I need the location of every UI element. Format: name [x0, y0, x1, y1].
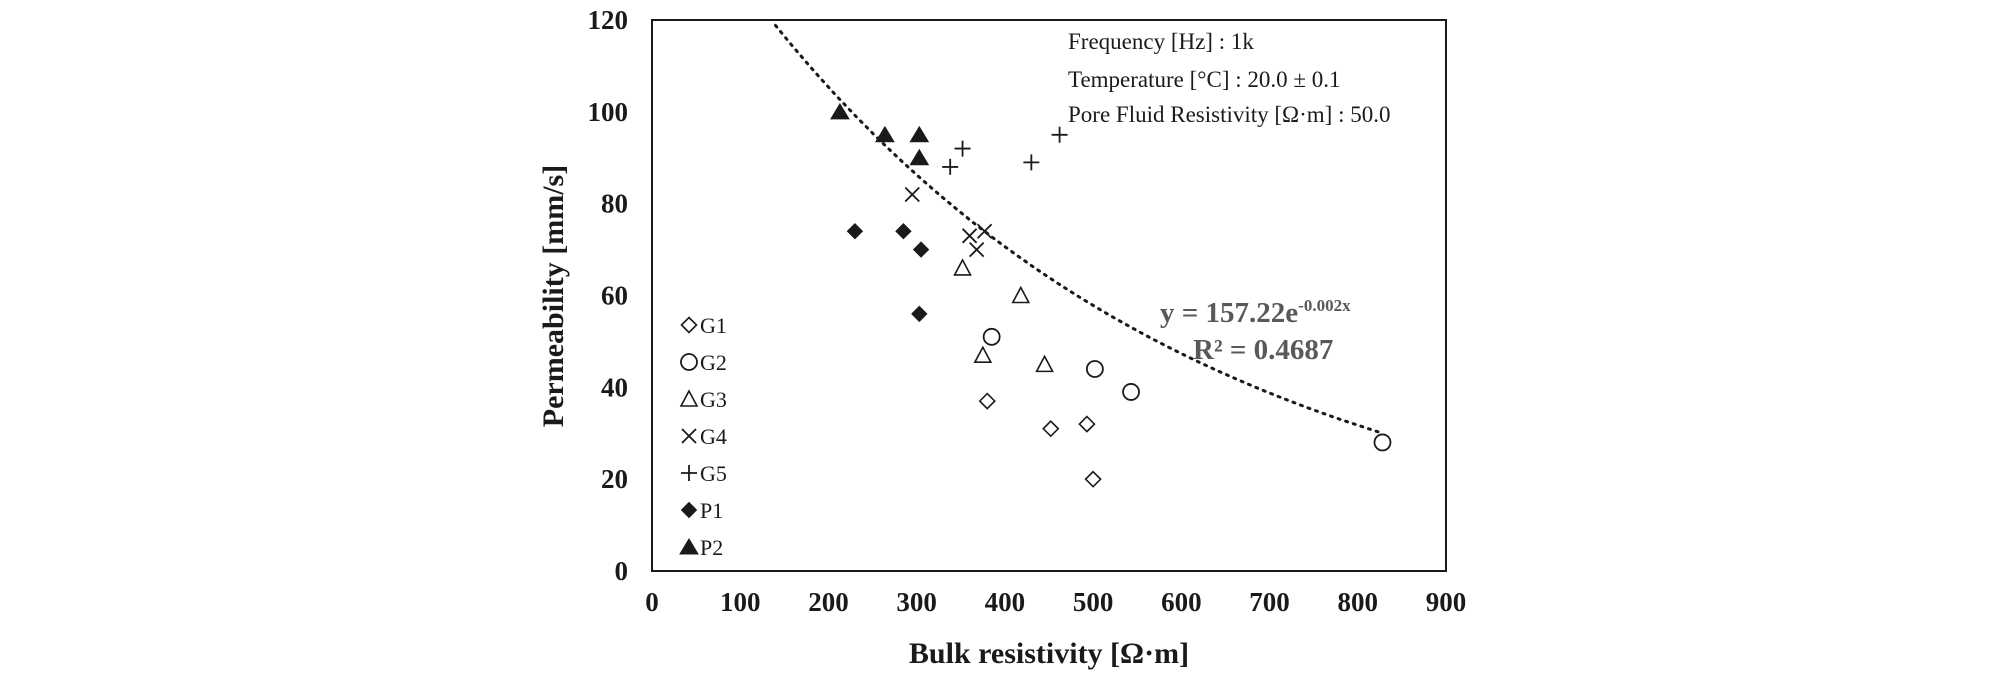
series-p1 [846, 223, 930, 323]
legend-marker [680, 353, 698, 371]
data-point [1122, 383, 1140, 401]
trendline-equation: y = 157.22e-0.002x [1160, 296, 1351, 329]
data-point [904, 186, 920, 203]
y-axis-title: Permeability [mm/s] [537, 165, 570, 427]
data-point [1042, 420, 1060, 438]
trendline-equation-base: y = 157.22e [1160, 297, 1298, 329]
series-g3 [953, 258, 1054, 373]
data-point [953, 258, 972, 276]
legend-label: G5 [700, 461, 727, 486]
data-points [830, 102, 1392, 488]
legend-item: P1 [680, 498, 723, 523]
data-point [1085, 360, 1104, 378]
legend-label: G3 [700, 387, 727, 412]
series-g2 [982, 327, 1392, 452]
data-point [942, 158, 959, 175]
annotation-temperature: Temperature [°C] : 20.0 ± 0.1 [1068, 67, 1341, 92]
data-point [978, 392, 996, 410]
data-point [912, 241, 930, 258]
trendline-r-squared: R² = 0.4687 [1193, 334, 1333, 366]
data-point [982, 327, 1001, 346]
legend-item: G1 [680, 313, 727, 338]
y-tick-label: 0 [615, 556, 629, 586]
data-point [875, 125, 895, 143]
y-tick-label: 100 [588, 97, 629, 127]
legend-marker [681, 428, 697, 444]
legend-marker [681, 465, 697, 481]
data-point [909, 148, 930, 166]
data-point [961, 228, 978, 244]
legend-marker [680, 316, 698, 334]
data-point [973, 345, 993, 363]
legend-label: G1 [700, 313, 727, 338]
legend-item: G2 [680, 350, 727, 375]
x-tick-label: 0 [645, 587, 659, 617]
x-tick-label: 400 [985, 587, 1026, 617]
data-point [909, 125, 930, 143]
data-point [969, 241, 985, 258]
data-point [1051, 126, 1068, 143]
legend-label: P2 [700, 535, 723, 560]
y-tick-label: 40 [601, 372, 628, 402]
data-point [895, 223, 912, 240]
legend-label: G4 [700, 424, 727, 449]
x-axis-title: Bulk resistivity [Ω·m] [909, 637, 1189, 670]
legend-label: G2 [700, 350, 727, 375]
data-point [1023, 154, 1040, 171]
x-tick-labels: 0 100 200 300 400 500 600 700 800 900 [645, 587, 1466, 617]
data-point [1035, 354, 1054, 373]
series-g1 [978, 392, 1102, 488]
x-tick-label: 100 [720, 587, 761, 617]
y-tick-label: 80 [601, 189, 628, 219]
data-point [1373, 433, 1392, 452]
x-tick-label: 200 [808, 587, 849, 617]
annotation-pore-fluid: Pore Fluid Resistivity [Ω·m] : 50.0 [1068, 102, 1390, 127]
trendline-curve [774, 23, 1382, 434]
series-p2 [830, 102, 930, 166]
legend: G1 G2 G3 G4 G5 P1 P2 [679, 313, 727, 560]
annotation-frequency: Frequency [Hz] : 1k [1068, 29, 1254, 54]
data-point [846, 223, 864, 240]
data-point [1078, 415, 1096, 433]
legend-label: P1 [700, 498, 723, 523]
y-tick-labels: 0 20 40 60 80 100 120 [588, 5, 629, 586]
trendline-equation-exponent: -0.002x [1298, 296, 1351, 315]
x-tick-label: 300 [896, 587, 937, 617]
x-tick-label: 700 [1249, 587, 1290, 617]
data-point [830, 102, 850, 120]
trendline [774, 23, 1382, 434]
x-tick-label: 800 [1338, 587, 1379, 617]
legend-item: G5 [681, 461, 727, 486]
legend-marker [680, 501, 698, 519]
y-tick-label: 20 [601, 464, 628, 494]
series-g4 [904, 186, 993, 258]
plot-area [651, 19, 1447, 572]
y-tick-label: 60 [601, 281, 628, 311]
y-tick-label: 120 [588, 5, 629, 35]
legend-item: P2 [679, 535, 723, 560]
x-tick-label: 500 [1073, 587, 1114, 617]
data-point [911, 305, 928, 323]
legend-marker [679, 389, 699, 407]
data-point [976, 223, 993, 239]
x-tick-label: 600 [1161, 587, 1202, 617]
legend-item: G4 [681, 424, 727, 449]
legend-item: G3 [679, 387, 727, 412]
legend-marker [679, 538, 699, 555]
x-tick-label: 900 [1426, 587, 1467, 617]
data-point [1084, 470, 1102, 488]
data-point [954, 140, 971, 157]
series-g5 [942, 126, 1068, 175]
data-point [1011, 285, 1031, 304]
